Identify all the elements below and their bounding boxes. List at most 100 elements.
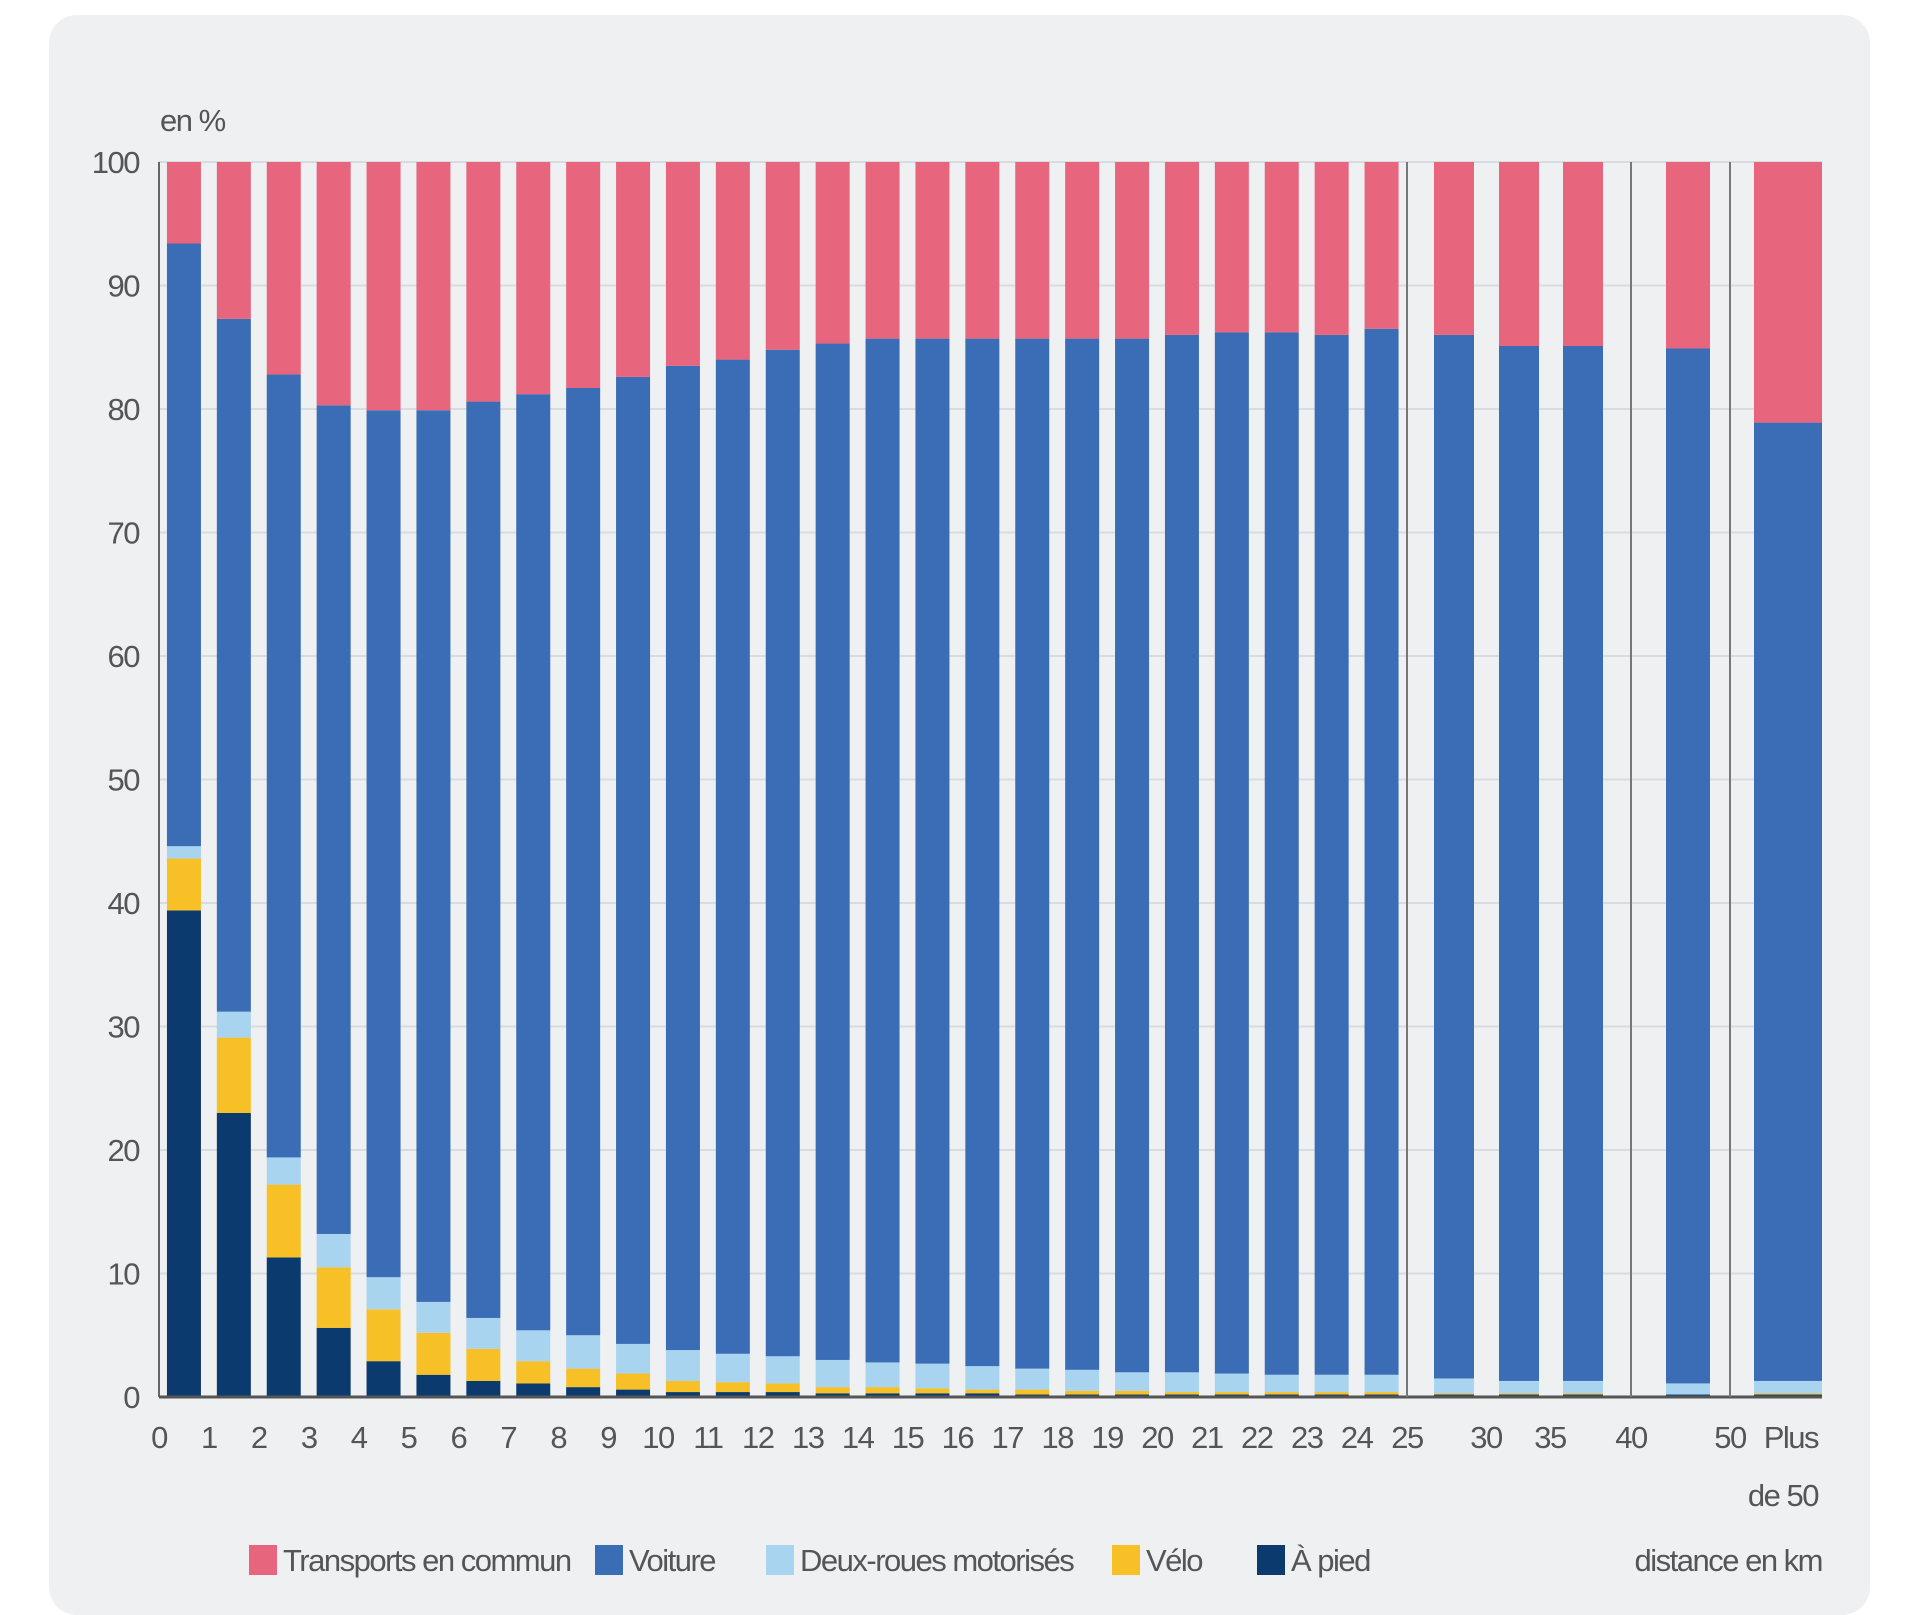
bar-segment-voiture	[616, 376, 651, 1344]
bar-segment-voiture	[1115, 338, 1150, 1373]
bar-segment-deux-roues-motorisés	[216, 1011, 251, 1038]
bar-segment-voiture	[1264, 332, 1299, 1375]
x-tick-label: 18	[1041, 1420, 1073, 1455]
bar-segment-deux-roues-motorisés	[715, 1353, 750, 1383]
legend-item: Vélo	[1112, 1543, 1204, 1578]
bar-segment-deux-roues-motorisés	[1666, 1383, 1710, 1395]
bar-segment-deux-roues-motorisés	[665, 1350, 700, 1381]
bar-stack	[566, 162, 601, 1397]
bar-segment-vélo	[1065, 1390, 1100, 1395]
bar-stack	[1264, 162, 1299, 1397]
bar-segment-voiture	[216, 318, 251, 1012]
bar-segment-à-pied	[366, 1361, 401, 1397]
legend: Transports en commun Voiture Deux-roues mo…	[249, 1543, 1372, 1578]
bar-stack	[815, 162, 850, 1397]
bar-segment-transports-en-commun	[1499, 162, 1539, 347]
bar-segment-à-pied	[865, 1393, 900, 1397]
bar-segment-vélo	[665, 1380, 700, 1393]
bar-segment-deux-roues-motorisés	[466, 1317, 501, 1349]
x-tick-label: 24	[1341, 1420, 1374, 1455]
bar-stack	[1754, 162, 1822, 1397]
bar-segment-voiture	[815, 343, 850, 1360]
bar-segment-deux-roues-motorisés	[1563, 1380, 1603, 1394]
bar-stack	[416, 162, 451, 1397]
x-tick-label: 30	[1470, 1420, 1503, 1455]
bar-segment-voiture	[166, 243, 201, 847]
bar-segment-vélo	[566, 1368, 601, 1388]
bar-segment-transports-en-commun	[1015, 162, 1050, 339]
bar-stack	[616, 162, 651, 1397]
x-tick-label: 25	[1391, 1420, 1423, 1455]
bar-segment-transports-en-commun	[1115, 162, 1150, 339]
bar-segment-deux-roues-motorisés	[266, 1157, 301, 1185]
legend-item: Deux-roues motorisés	[766, 1543, 1076, 1578]
bar-segment-transports-en-commun	[1364, 162, 1399, 329]
bar-segment-deux-roues-motorisés	[1264, 1374, 1299, 1393]
bar-segment-voiture	[1499, 346, 1539, 1381]
bar-segment-transports-en-commun	[865, 162, 900, 339]
legend-swatch	[595, 1545, 623, 1575]
bar-segment-deux-roues-motorisés	[1015, 1368, 1050, 1390]
x-tick-label: 21	[1191, 1420, 1223, 1455]
bar-stack	[865, 162, 900, 1397]
bar-stack	[1364, 162, 1399, 1397]
bar-segment-à-pied	[166, 910, 201, 1397]
bar-stack	[466, 162, 501, 1397]
legend-label: Transports en commun	[283, 1543, 571, 1578]
bar-segment-transports-en-commun	[1065, 162, 1100, 339]
bar-stack	[366, 162, 401, 1397]
bar-segment-voiture	[1065, 338, 1100, 1370]
bar-segment-vélo	[216, 1037, 251, 1113]
bar-stack	[1164, 162, 1199, 1397]
bar-segment-à-pied	[466, 1380, 501, 1397]
y-tick-label: 40	[108, 886, 141, 921]
x-tick-label: 50	[1714, 1420, 1747, 1455]
bar-segment-voiture	[1314, 334, 1349, 1375]
bar-segment-transports-en-commun	[915, 162, 950, 339]
bar-segment-transports-en-commun	[965, 162, 1000, 339]
bar-segment-deux-roues-motorisés	[1364, 1374, 1399, 1393]
bar-segment-à-pied	[516, 1383, 551, 1397]
bar-segment-vélo	[965, 1389, 1000, 1394]
bar-segment-deux-roues-motorisés	[1754, 1380, 1822, 1394]
legend-swatch	[249, 1545, 277, 1575]
bar-stack	[915, 162, 950, 1397]
bar-segment-vélo	[1015, 1389, 1050, 1395]
bar-segment-deux-roues-motorisés	[616, 1343, 651, 1374]
bar-segment-vélo	[815, 1387, 850, 1394]
bar-segment-voiture	[266, 374, 301, 1158]
bar-segment-deux-roues-motorisés	[1314, 1374, 1349, 1393]
bar-segment-deux-roues-motorisés	[366, 1277, 401, 1310]
x-axis-label: distance en km	[1635, 1543, 1823, 1578]
bar-segment-transports-en-commun	[566, 162, 601, 389]
bar-stack	[1115, 162, 1150, 1397]
y-tick-label: 90	[108, 269, 141, 304]
bar-stack	[1499, 162, 1539, 1397]
bar-stack	[1015, 162, 1050, 1397]
bar-segment-vélo	[715, 1382, 750, 1393]
x-tick-label: 6	[451, 1420, 467, 1455]
bar-segment-deux-roues-motorisés	[965, 1366, 1000, 1390]
bar-segment-à-pied	[915, 1393, 950, 1397]
bars	[166, 162, 1822, 1397]
x-tick-label: de 50	[1748, 1478, 1819, 1513]
bar-segment-transports-en-commun	[665, 162, 700, 366]
x-tick-label: 4	[351, 1420, 368, 1455]
bar-segment-voiture	[1214, 332, 1249, 1374]
x-tick-label: 2	[251, 1420, 267, 1455]
bar-segment-transports-en-commun	[366, 162, 401, 411]
bar-segment-deux-roues-motorisés	[166, 846, 201, 859]
x-tick-label: 11	[693, 1420, 722, 1455]
bar-segment-deux-roues-motorisés	[765, 1356, 800, 1384]
legend-item: Transports en commun	[249, 1543, 572, 1578]
bar-segment-deux-roues-motorisés	[1434, 1378, 1474, 1394]
bar-segment-deux-roues-motorisés	[566, 1335, 601, 1369]
legend-label: Voiture	[629, 1543, 715, 1578]
bar-stack	[166, 162, 201, 1397]
bar-segment-vélo	[1314, 1392, 1349, 1395]
bar-segment-voiture	[1015, 338, 1050, 1369]
bar-segment-voiture	[665, 365, 700, 1351]
bar-segment-vélo	[865, 1387, 900, 1394]
legend-label: Vélo	[1146, 1543, 1202, 1578]
